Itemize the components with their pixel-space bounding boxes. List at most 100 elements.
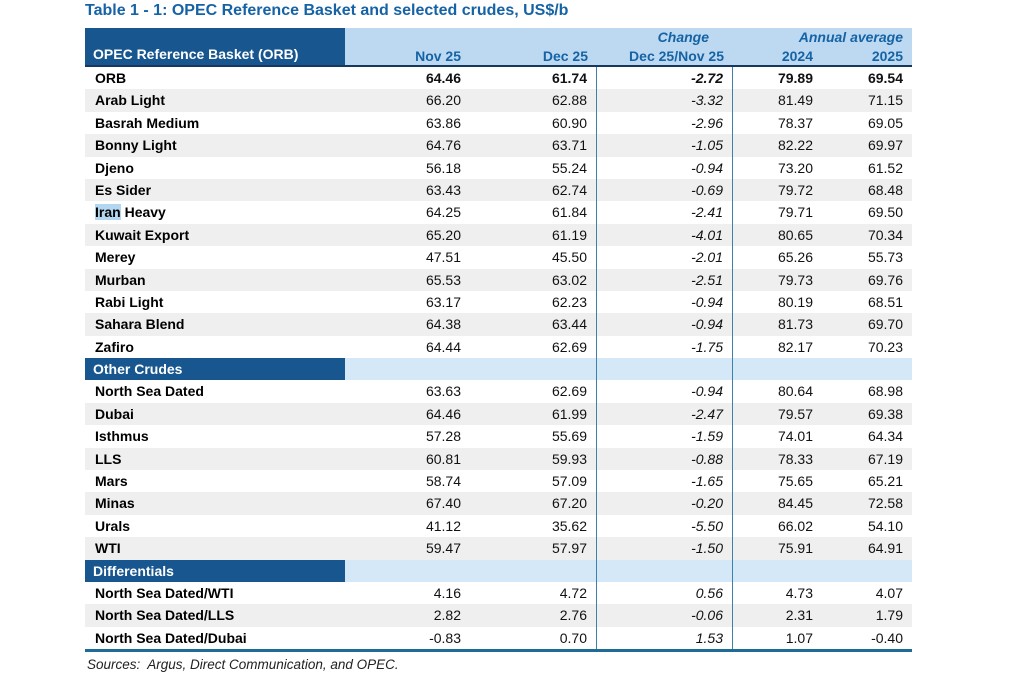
crude-name-cell: Merey: [95, 249, 136, 266]
value-cell: 61.84: [470, 201, 597, 224]
value-cell: 68.51: [867, 293, 903, 310]
crude-name-cell: Mars: [95, 473, 128, 490]
value-cell: -0.94: [597, 313, 733, 336]
table-row: Murban 65.53 63.02 -2.51 79.73 69.76: [85, 268, 912, 291]
value-cell: -1.65: [597, 470, 733, 493]
crude-name-cell: Urals: [95, 517, 131, 534]
value-cell: 35.62: [470, 514, 597, 538]
section-header-fill: [345, 559, 470, 582]
value-cell: -0.40: [871, 629, 903, 646]
value-cell: 75.91: [777, 540, 813, 557]
value-cell: 4.07: [875, 584, 903, 601]
section-header-fill: [733, 358, 822, 381]
crude-name-cell: ORB: [95, 70, 127, 86]
value-cell: 63.17: [425, 293, 461, 310]
header-cell-dec25: Dec 25: [542, 48, 588, 64]
value-cell: 69.76: [867, 271, 903, 288]
table-row: WTI 59.47 57.97 -1.50 75.91 64.91: [85, 537, 912, 560]
value-cell: -0.94: [597, 156, 733, 179]
value-cell: 64.46: [425, 405, 461, 422]
value-cell: 55.24: [470, 156, 597, 179]
value-cell: 64.91: [867, 540, 903, 557]
table-row: Urals 41.12 35.62 -5.50 66.02 54.10: [85, 514, 912, 538]
value-cell: 62.69: [470, 335, 597, 359]
value-cell: 75.65: [777, 473, 813, 490]
value-cell: 80.19: [777, 293, 813, 310]
value-cell: -2.72: [597, 67, 733, 90]
table-row: Djeno 56.18 55.24 -0.94 73.20 61.52: [85, 156, 912, 179]
value-cell: 56.18: [425, 159, 461, 176]
value-cell: -5.50: [597, 514, 733, 538]
table-row: Zafiro 64.44 62.69 -1.75 82.17 70.23: [85, 335, 912, 359]
value-cell: 65.53: [425, 271, 461, 288]
table-row: Dubai 64.46 61.99 -2.47 79.57 69.38: [85, 402, 912, 426]
value-cell: 60.81: [425, 450, 461, 467]
crude-name-cell: North Sea Dated/WTI: [95, 584, 234, 601]
table-row: ORB 64.46 61.74 -2.72 79.89 69.54: [85, 67, 912, 90]
table-row: North Sea Dated/WTI 4.16 4.72 0.56 4.73 4.07: [85, 581, 912, 605]
table-row: North Sea Dated/Dubai -0.83 0.70 1.53 1.07 -0…: [85, 626, 912, 650]
value-cell: 78.33: [777, 450, 813, 467]
value-cell: 78.37: [777, 114, 813, 131]
header-group-annual-average: Annual average: [798, 29, 903, 45]
value-cell: -1.50: [597, 537, 733, 560]
section-header-fill: [822, 358, 912, 381]
value-cell: -1.05: [597, 134, 733, 157]
value-cell: 80.64: [777, 383, 813, 400]
crude-name-cell: North Sea Dated/Dubai: [95, 629, 247, 646]
table-row: Merey 47.51 45.50 -2.01 65.26 55.73: [85, 246, 912, 269]
value-cell: -1.75: [597, 335, 733, 359]
table-row: Kuwait Export 65.20 61.19 -4.01 80.65 70.34: [85, 223, 912, 247]
value-cell: 4.72: [470, 581, 597, 605]
header-group-row: Change Annual average: [345, 28, 912, 47]
value-cell: -2.47: [597, 402, 733, 426]
crude-name-cell: Iran Heavy: [95, 204, 166, 221]
value-cell: 62.69: [470, 380, 597, 403]
table-header-row: OPEC Reference Basket (ORB) Change Annua…: [85, 28, 912, 67]
crude-name-cell: Djeno: [95, 159, 134, 176]
section-header-fill: [345, 358, 470, 381]
table-row: Minas 67.40 67.20 -0.20 84.45 72.58: [85, 492, 912, 515]
value-cell: 58.74: [425, 473, 461, 490]
section-header-fill: [470, 559, 597, 582]
header-group-change: Change: [657, 29, 709, 45]
value-cell: 82.22: [777, 137, 813, 154]
table-bottom-border: [85, 649, 912, 653]
crude-name-cell: Dubai: [95, 405, 134, 422]
value-cell: 61.52: [867, 159, 903, 176]
value-cell: 81.73: [777, 316, 813, 333]
value-cell: 67.19: [867, 450, 903, 467]
section-header-label: Differentials: [85, 559, 345, 582]
value-cell: 62.23: [470, 290, 597, 314]
crude-name-cell: Murban: [95, 271, 146, 288]
value-cell: 68.48: [867, 181, 903, 198]
value-cell: 1.79: [875, 607, 903, 624]
value-cell: 74.01: [777, 428, 813, 445]
section-header-fill: [597, 358, 733, 381]
table-row: Arab Light 66.20 62.88 -3.32 81.49 71.15: [85, 89, 912, 112]
value-cell: 67.20: [470, 492, 597, 515]
header-subrow: Nov 25 Dec 25 Dec 25/Nov 25 2024 2025: [345, 47, 912, 65]
value-cell: 57.09: [470, 470, 597, 493]
section-header-fill: [822, 559, 912, 582]
header-cell-change-period: Dec 25/Nov 25: [629, 48, 724, 64]
value-cell: 65.26: [777, 249, 813, 266]
value-cell: 55.73: [867, 249, 903, 266]
value-cell: -0.88: [597, 447, 733, 471]
value-cell: 55.69: [470, 425, 597, 448]
value-cell: 69.97: [867, 137, 903, 154]
value-cell: 65.20: [425, 226, 461, 243]
table-row: LLS 60.81 59.93 -0.88 78.33 67.19: [85, 447, 912, 471]
crude-name-cell: Arab Light: [95, 92, 165, 109]
value-cell: -2.01: [597, 246, 733, 269]
crude-name-cell: Kuwait Export: [95, 226, 190, 243]
table-row: North Sea Dated 63.63 62.69 -0.94 80.64 68.98: [85, 380, 912, 403]
value-cell: -2.96: [597, 111, 733, 135]
header-cell-2025: 2025: [871, 48, 903, 64]
value-cell: 62.74: [470, 178, 597, 202]
value-cell: 68.98: [867, 383, 903, 400]
value-cell: 66.02: [777, 517, 813, 534]
table-row: North Sea Dated/LLS 2.82 2.76 -0.06 2.31 1.79: [85, 604, 912, 627]
table-row: Iran Heavy 64.25 61.84 -2.41 79.71 69.50: [85, 201, 912, 224]
crude-name-cell: Es Sider: [95, 181, 152, 198]
